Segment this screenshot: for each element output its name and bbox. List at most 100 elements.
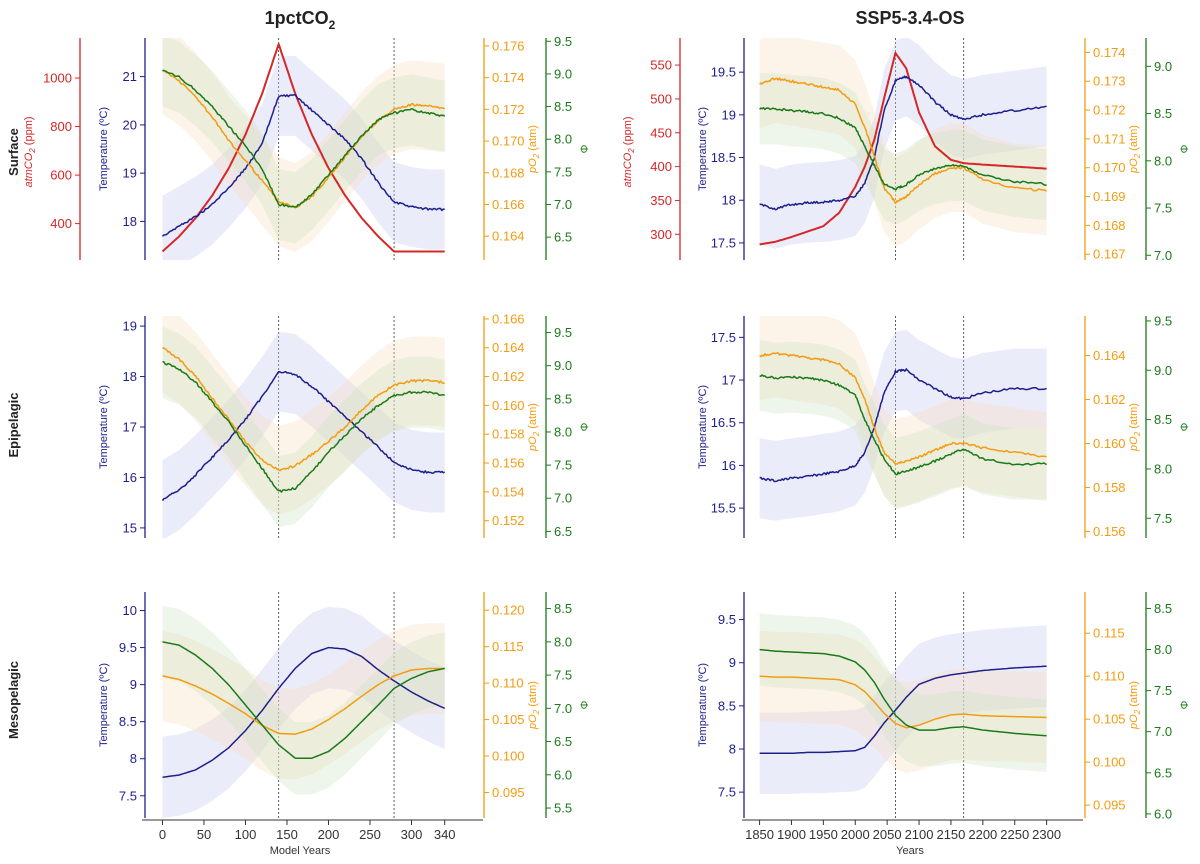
- tick-label-po2: 0.171: [1093, 131, 1126, 146]
- tick-label-po2: 0.160: [492, 398, 525, 413]
- x-tick-label: 1850: [745, 827, 774, 842]
- band-po2: [759, 38, 1047, 247]
- tick-label-phi: 9.0: [554, 66, 572, 81]
- x-tick-label: 100: [235, 827, 257, 842]
- po2-title-main: pO: [1128, 158, 1140, 174]
- tick-label-temp: 9: [130, 677, 137, 692]
- co2-axis-title-unit: (ppm): [23, 116, 35, 148]
- tick-label-po2: 0.095: [1093, 798, 1126, 813]
- band-phi: [759, 613, 1047, 772]
- tick-label-phi: 7.5: [1154, 511, 1172, 526]
- po2-title-unit: (atm): [1128, 125, 1140, 154]
- tick-label-po2: 0.168: [492, 165, 525, 180]
- co2-axis-title-main: atmCO: [23, 152, 35, 187]
- tick-label-temp: 18: [722, 193, 736, 208]
- tick-label-po2: 0.172: [1093, 103, 1126, 118]
- tick-label-po2: 0.166: [492, 197, 525, 212]
- panel-1pctCO2-mesopelagic: 7.5 8 8.5 9 9.5 10 Temperature (ºC) 0.095 0.100 0…: [98, 592, 591, 842]
- tick-label-po2: 0.110: [1093, 669, 1125, 684]
- tick-label-po2: 0.158: [1093, 480, 1126, 495]
- tick-label-po2: 0.152: [492, 513, 525, 528]
- po2-title-main: pO: [527, 158, 539, 174]
- tick-label-temp: 21: [123, 69, 137, 84]
- tick-label-po2: 0.100: [1093, 755, 1126, 770]
- x-tick-label: 0: [159, 827, 166, 842]
- tick-label-phi: 9.5: [554, 325, 572, 340]
- tick-label-temp: 9.5: [119, 640, 137, 655]
- series-co2: [759, 51, 1047, 246]
- tick-label-temp: 18: [123, 369, 137, 384]
- co2-axis-title-ssp-main: atmCO: [622, 152, 634, 187]
- tick-label-temp: 16: [722, 458, 736, 473]
- tick-label-phi: 7.0: [554, 491, 572, 506]
- series-phi: [162, 361, 445, 493]
- tick-label-po2: 0.174: [1093, 45, 1126, 60]
- co2-axis-title-ssp-unit: (ppm): [622, 116, 634, 148]
- axis-title-po2: pO2 (atm): [1128, 125, 1142, 174]
- tick-label-po2: 0.166: [492, 311, 525, 326]
- tick-label-phi: 8.0: [1154, 642, 1172, 657]
- axis-title-temp: Temperature (ºC): [98, 385, 110, 469]
- axis-title-temp: Temperature (ºC): [697, 107, 709, 191]
- tick-label-temp: 19: [123, 319, 137, 334]
- tick-label-po2: 0.115: [1093, 626, 1125, 641]
- tick-label-phi: 8.5: [1154, 106, 1172, 121]
- series-po2: [162, 667, 445, 735]
- axis-title-po2: pO2 (atm): [527, 403, 541, 452]
- band-po2: [162, 38, 445, 253]
- series-temp: [162, 646, 445, 778]
- tick-label-po2: 0.156: [1093, 524, 1126, 539]
- x-tick-label: 1900: [777, 827, 806, 842]
- tick-label-temp: 17: [722, 373, 736, 388]
- po2-title-sub: 2: [532, 431, 541, 437]
- tick-label-temp: 8: [130, 751, 137, 766]
- series-temp: [759, 75, 1047, 211]
- tick-label-phi: 8.5: [554, 601, 572, 616]
- po2-title-main: pO: [527, 714, 539, 730]
- tick-label-phi: 9.5: [1154, 313, 1172, 328]
- band-phi: [759, 73, 1047, 225]
- tick-label-po2: 0.176: [492, 38, 525, 53]
- band-temp: [162, 56, 445, 260]
- row-title-surface: Surface: [6, 128, 21, 176]
- x-title-years: Years: [896, 845, 924, 857]
- band-po2: [162, 623, 445, 780]
- tick-label-phi: 7.5: [554, 668, 572, 683]
- tick-label-co2: 300: [650, 227, 672, 242]
- panel-ssp534os-surface: 17.5 18 18.5 19 19.5 Temperature (ºC) 0.167 0.1…: [650, 38, 1191, 263]
- tick-label-temp: 17: [123, 420, 137, 435]
- axis-title-phi: Φ: [579, 700, 591, 709]
- axis-title-phi: Φ: [579, 422, 591, 431]
- panel-ssp534os-epipelagic: 15.5 16 16.5 17 17.5 Temperature (ºC) 0.156 0.1…: [697, 313, 1191, 538]
- tick-label-temp: 15.5: [711, 501, 736, 516]
- tick-label-po2: 0.160: [1093, 436, 1126, 451]
- tick-label-temp: 20: [123, 117, 137, 132]
- tick-label-phi: 7.0: [554, 701, 572, 716]
- po2-title-unit: (atm): [1128, 403, 1140, 432]
- tick-label-phi: 7.5: [554, 458, 572, 473]
- tick-label-temp: 18: [123, 214, 137, 229]
- tick-label-phi: 9.0: [1154, 363, 1172, 378]
- col-title-1pctco2-main: 1pctCO: [265, 8, 329, 28]
- po2-title-unit: (atm): [527, 125, 539, 154]
- series-temp: [161, 94, 445, 237]
- band-phi: [162, 605, 445, 795]
- col-title-ssp534os: SSP5-3.4-OS: [855, 8, 964, 28]
- tick-label-phi: 8.5: [1154, 601, 1172, 616]
- axis-title-temp: Temperature (ºC): [697, 385, 709, 469]
- tick-label-po2: 0.154: [492, 484, 525, 499]
- tick-label-temp: 9.5: [718, 612, 736, 627]
- axis-title-phi: Φ: [579, 144, 591, 153]
- axis-title-temp: Temperature (ºC): [98, 107, 110, 191]
- panel-1pctCO2-epipelagic: 15 16 17 18 19 Temperature (ºC) 0.152 0.154 0.15…: [98, 311, 591, 538]
- series-po2: [759, 675, 1047, 729]
- x-tick-label: 2100: [905, 827, 934, 842]
- tick-label-po2: 0.167: [1093, 247, 1126, 262]
- tick-label-co2: 400: [50, 216, 72, 231]
- tick-label-po2: 0.174: [492, 70, 525, 85]
- band-temp: [759, 38, 1047, 249]
- x-tick-label: 2300: [1032, 827, 1061, 842]
- x-tick-label: 2000: [841, 827, 870, 842]
- po2-title-sub: 2: [1133, 431, 1142, 437]
